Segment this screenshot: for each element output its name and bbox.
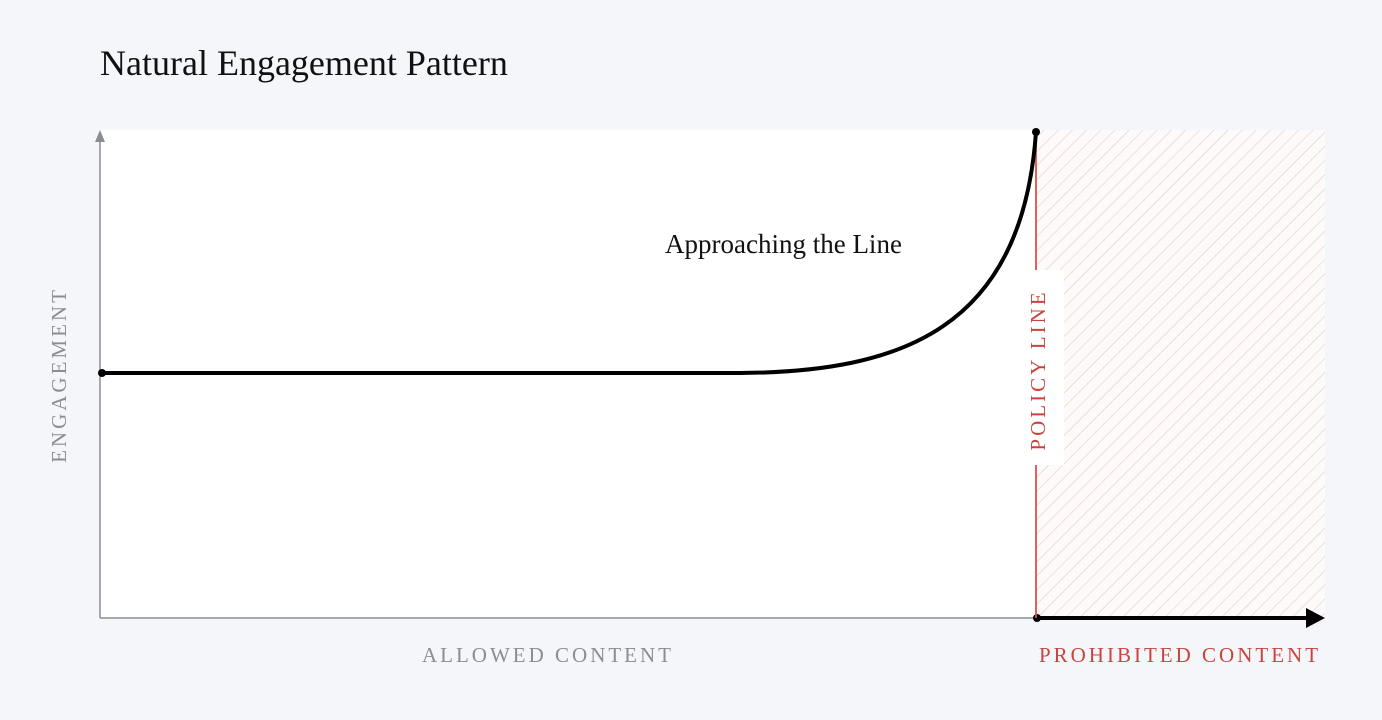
- chart-title: Natural Engagement Pattern: [100, 43, 508, 83]
- y-axis-label: ENGAGEMENT: [47, 287, 71, 463]
- x-axis-label-prohibited: PROHIBITED CONTENT: [1039, 643, 1321, 667]
- annotation: Approaching the Line: [665, 229, 902, 259]
- policy-line-label: POLICY LINE: [1026, 289, 1050, 450]
- hatch: [1036, 130, 1325, 618]
- curve-start: [98, 369, 106, 377]
- policy-base-dot: [1033, 614, 1041, 622]
- x-axis-arrow: [1306, 608, 1325, 628]
- engagement-curve: [100, 130, 1038, 375]
- x-axis-label-allowed: ALLOWED CONTENT: [422, 643, 674, 667]
- curve-end: [1032, 128, 1040, 136]
- policy-label-bg: [1018, 270, 1064, 465]
- y-axis-arrow: [95, 130, 105, 142]
